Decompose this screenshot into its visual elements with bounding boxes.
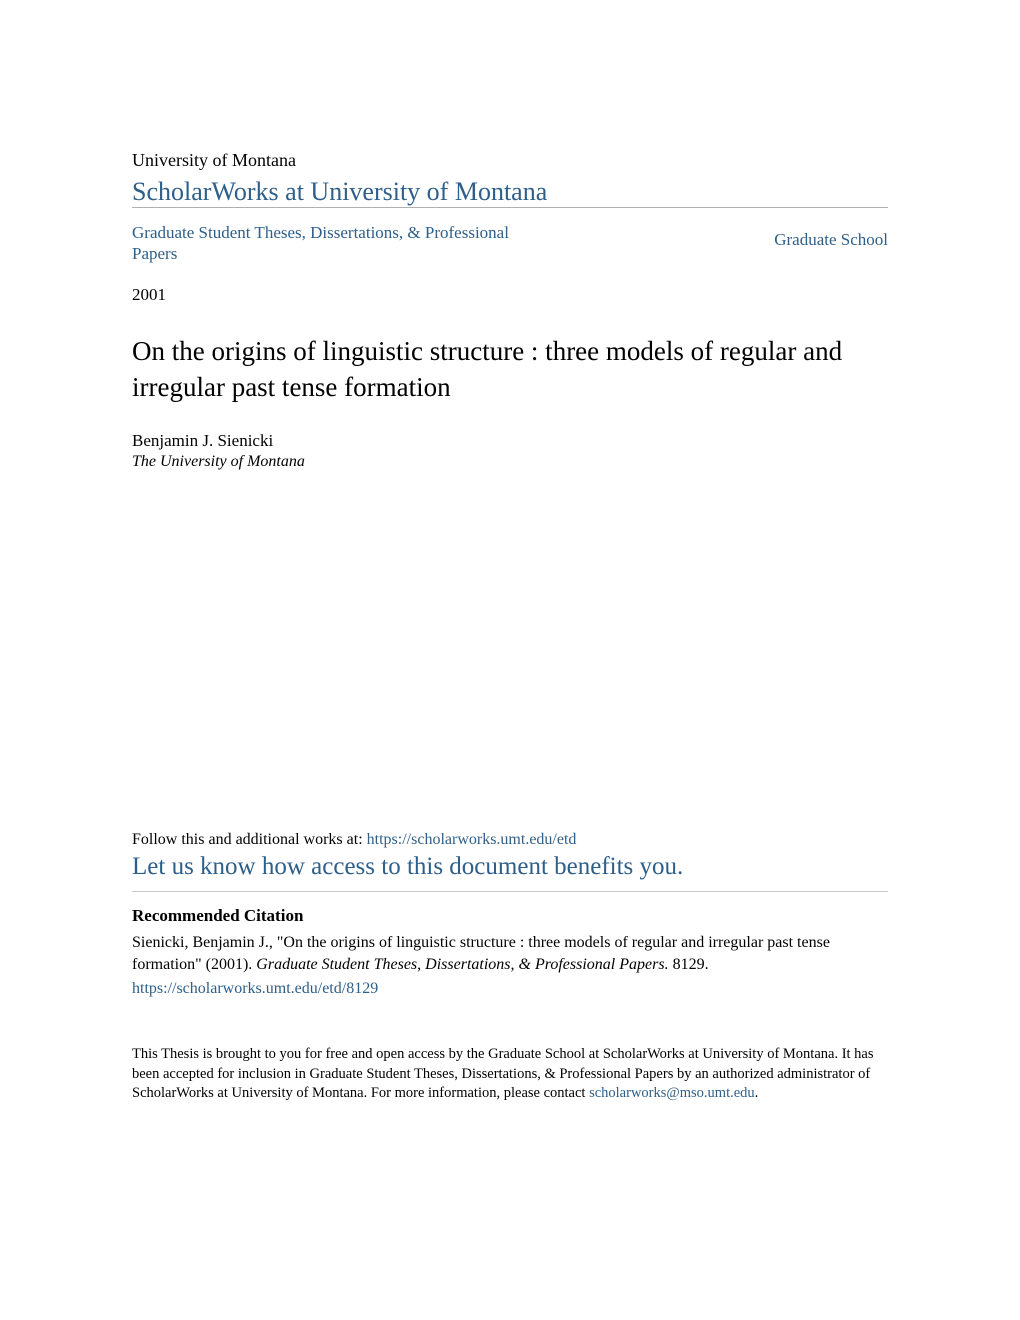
footer-text-before: This Thesis is brought to you for free a… bbox=[132, 1046, 874, 1101]
citation-link[interactable]: https://scholarworks.umt.edu/etd/8129 bbox=[132, 978, 888, 1000]
breadcrumb: Graduate Student Theses, Dissertations, … bbox=[132, 222, 888, 265]
recommended-citation: Sienicki, Benjamin J., "On the origins o… bbox=[132, 932, 888, 999]
footer-statement: This Thesis is brought to you for free a… bbox=[132, 1045, 888, 1104]
footer-text-after: . bbox=[755, 1085, 759, 1101]
divider-top bbox=[132, 207, 888, 208]
author-affiliation: The University of Montana bbox=[132, 453, 888, 471]
publication-year: 2001 bbox=[132, 285, 888, 305]
follow-prefix: Follow this and additional works at: bbox=[132, 831, 367, 848]
follow-line: Follow this and additional works at: htt… bbox=[132, 831, 888, 849]
divider-middle bbox=[132, 891, 888, 892]
contact-email-link[interactable]: scholarworks@mso.umt.edu bbox=[589, 1085, 755, 1101]
follow-block: Follow this and additional works at: htt… bbox=[132, 831, 888, 1103]
follow-works-link[interactable]: https://scholarworks.umt.edu/etd bbox=[367, 831, 577, 848]
recommended-citation-heading: Recommended Citation bbox=[132, 906, 888, 926]
work-title: On the origins of linguistic structure :… bbox=[132, 333, 888, 406]
benefit-link[interactable]: Let us know how access to this document … bbox=[132, 853, 888, 881]
graduate-school-link[interactable]: Graduate School bbox=[774, 222, 888, 250]
citation-text-after: 8129. bbox=[669, 956, 709, 973]
collection-link[interactable]: Graduate Student Theses, Dissertations, … bbox=[132, 222, 512, 265]
cover-page: University of Montana ScholarWorks at Un… bbox=[0, 0, 1020, 1164]
author-name: Benjamin J. Sienicki bbox=[132, 431, 888, 451]
citation-series: Graduate Student Theses, Dissertations, … bbox=[256, 956, 668, 973]
repository-link[interactable]: ScholarWorks at University of Montana bbox=[132, 177, 547, 206]
institution-name: University of Montana bbox=[132, 150, 888, 171]
